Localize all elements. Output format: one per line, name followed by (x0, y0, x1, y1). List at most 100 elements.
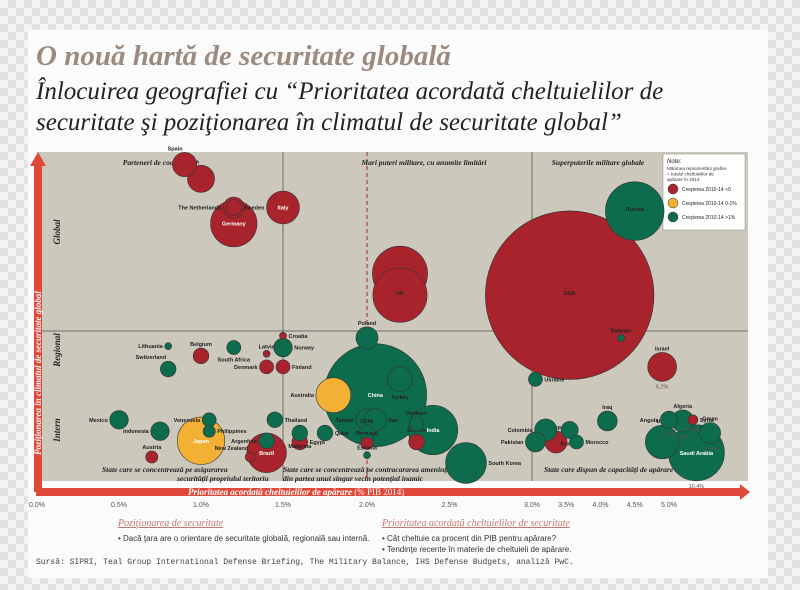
bubble-uk (372, 267, 428, 323)
bubble-sweden (225, 199, 242, 216)
bubble-new-zealand (244, 451, 256, 463)
bubble-label: Germany (222, 222, 247, 228)
bubble-label: Bahrain (611, 328, 632, 334)
notes-right-item: • Cât cheltuie ca procent din PIB pentru… (382, 534, 557, 543)
bubble-bahrain (617, 334, 625, 342)
bubble-south-korea (445, 442, 487, 484)
bubble-label: Venezuela (174, 418, 202, 424)
region-label: State care dispun de capacităţi de apăra… (544, 465, 699, 474)
bubble-switzerland (160, 360, 177, 378)
bubble-label: Philippines (217, 429, 246, 435)
x-tick-label: 0.0% (29, 502, 45, 509)
legend-swatch-green (667, 211, 679, 223)
bubble-label: SUA (564, 291, 576, 297)
bubble-label: Iran (388, 418, 399, 424)
bubble-label: Poland (358, 321, 376, 327)
notes-right-item: • Tendinţe recente în materie de cheltui… (382, 545, 572, 554)
bubble-label: Qatar (335, 431, 350, 437)
bubble-turkey (387, 366, 413, 393)
bubble-poland (355, 326, 379, 350)
bubble-label: Denmark (234, 365, 258, 371)
legend-swatch-red (667, 183, 679, 195)
bubble-label: Italy (277, 205, 289, 211)
y-axis-arrow (30, 152, 46, 492)
bubble-belgium (192, 347, 210, 364)
notes-left-item: • Dacă ţara are o orientare de securitat… (118, 534, 370, 543)
column-header: Parteneri de coaliţie (123, 158, 186, 167)
bubble-label: Australia (290, 393, 314, 399)
bubble-label: Syria (700, 418, 714, 424)
legend-swatch-yellow (667, 197, 679, 209)
bubble-label: Switzerland (136, 355, 167, 361)
bubble-label: South Korea (488, 461, 522, 467)
bubble-label: Croatia (289, 334, 309, 340)
bubble-label: New Zealand (215, 446, 249, 452)
bubble-lithuania (164, 342, 172, 350)
column-header: Mari puteri militare, cu anumite limităr… (360, 158, 487, 167)
bubble-label: Spain (168, 146, 184, 152)
bubble-kuwait (560, 421, 579, 439)
bubble-label: Angola (640, 418, 660, 424)
bubble-label: South Africa (218, 358, 251, 364)
x-axis-arrow (36, 484, 750, 500)
bubble-label: Brazil (259, 451, 274, 457)
bubble-value: 5.2% (656, 384, 669, 390)
page-subtitle: Înlocuirea geografiei cu “Prioritatea ac… (36, 78, 664, 136)
bubble-label: Finland (292, 365, 312, 371)
bubble-label: Portugal (356, 431, 379, 437)
x-tick-label: 2.0% (359, 502, 375, 509)
column-header: Superputerile militare globale (552, 158, 645, 167)
bubble-morocco (569, 434, 584, 450)
bubble-label: Algeria (673, 404, 693, 410)
bubble-label: Morocco (586, 440, 610, 446)
bubble-label: Pakistan (501, 440, 524, 446)
bubble-thailand (266, 411, 283, 428)
bubble-indonesia (150, 421, 170, 441)
bubble-ukraine (528, 371, 543, 387)
bubble-value: 5.4% (676, 435, 689, 441)
x-tick-label: 4.5% (627, 502, 643, 509)
bubble-label: Russia (626, 207, 645, 213)
bubble-label: Saudi Arabia (680, 451, 714, 457)
x-tick-label: 0.5% (111, 502, 127, 509)
bubble-australia (315, 377, 352, 413)
bubble-label: Ukraine (544, 377, 564, 383)
bubble-value: 11.6% (703, 447, 718, 453)
bubble-sua (485, 210, 655, 380)
bubble-vietnam (409, 416, 424, 432)
x-tick-label: 1.5% (275, 502, 291, 509)
bubble-label: Mexico (89, 418, 108, 424)
bubble-label: Estonia (357, 446, 378, 452)
bubble-spain (172, 152, 198, 177)
bubble-malaysia (291, 424, 308, 442)
legend-description: Mărimea reprezentării grafice = totalul c… (667, 166, 727, 182)
x-tick-label: 3.0% (524, 502, 540, 509)
legend-label: Creşterea 2010-14 <0 (682, 187, 731, 193)
bubble-mexico (109, 410, 129, 430)
bubble-label: The Netherlands (178, 205, 221, 211)
legend-label: Creşterea 2010-14 0-1% (682, 201, 737, 207)
notes-left-heading: Poziţionarea de securitate (118, 518, 224, 529)
bubble-label: Egypt (310, 440, 325, 446)
bubble-value: 5.2% (663, 431, 676, 437)
bubble-syria (687, 414, 699, 426)
page-title: O nouă hartă de securitate globală (36, 40, 451, 72)
bubble-label: Iraq (602, 405, 612, 411)
bubble-finland (275, 359, 291, 375)
bubble-label: Latvia (259, 344, 276, 350)
bubble-oman (699, 422, 721, 444)
x-tick-label: 5.0% (661, 502, 677, 509)
bubble-portugal (360, 436, 374, 450)
bubble-israel (647, 352, 677, 382)
bubble-label: Taiwan (336, 418, 355, 424)
band-label-regional: Regional (52, 333, 62, 368)
bubble-label: Vietnam (406, 411, 427, 417)
bubble-russia (605, 181, 665, 241)
bubble-estonia (363, 451, 371, 460)
bubble-label: Oman (702, 417, 718, 423)
notes-right-heading: Prioritatea acordată cheltuielilor de se… (382, 518, 570, 529)
bubble-greece (408, 433, 425, 451)
x-tick-label: 1.0% (193, 502, 209, 509)
band-label-global: Global (52, 219, 62, 245)
bubble-label: Malaysia (288, 444, 312, 450)
